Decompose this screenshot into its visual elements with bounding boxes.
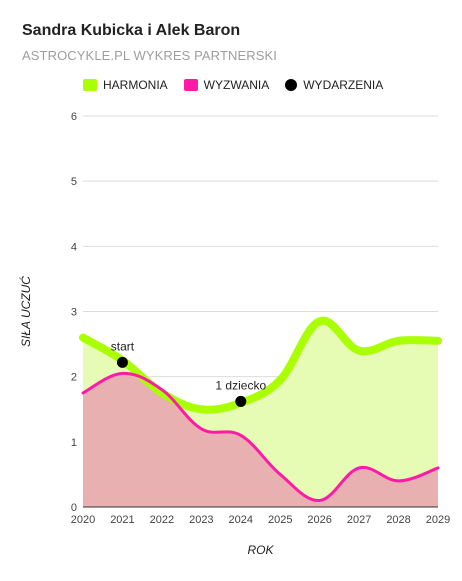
chart-legend: HARMONIA WYZWANIA WYDARZENIA — [83, 78, 399, 92]
event-marker-1 — [235, 395, 247, 407]
x-tick-label-2028: 2028 — [386, 514, 410, 526]
legend-item-wydarzenia[interactable]: WYDARZENIA — [285, 78, 383, 92]
chart-subtitle: ASTROCYKLE.PL WYKRES PARTNERSKI — [22, 48, 277, 63]
legend-item-wyzwania[interactable]: WYZWANIA — [183, 78, 270, 92]
y-tick-label-2: 2 — [71, 372, 77, 384]
event-label-0: start — [111, 339, 135, 353]
y-tick-label-5: 5 — [71, 176, 77, 188]
chart-title: Sandra Kubicka i Alek Baron — [22, 22, 241, 39]
x-tick-label-2026: 2026 — [307, 514, 331, 526]
y-tick-label-6: 6 — [71, 111, 77, 123]
y-tick-label-0: 0 — [71, 502, 77, 514]
y-tick-label-1: 1 — [71, 437, 77, 449]
legend-label-wydarzenia: WYDARZENIA — [303, 78, 384, 92]
legend-label-harmonia: HARMONIA — [103, 78, 168, 92]
x-tick-label-2021: 2021 — [110, 514, 134, 526]
y-tick-label-3: 3 — [71, 307, 77, 319]
y-axis-label: SIŁA UCZUĆ — [18, 276, 33, 347]
series-lines — [79, 316, 442, 502]
event-label-1: 1 dziecko — [215, 378, 266, 392]
x-tick-label-2024: 2024 — [229, 514, 253, 526]
wydarzenia-dot-icon — [285, 79, 298, 91]
x-tick-label-2025: 2025 — [268, 514, 292, 526]
legend-item-harmonia[interactable]: HARMONIA — [83, 78, 168, 92]
event-marker-0 — [116, 356, 128, 368]
x-tick-label-2022: 2022 — [150, 514, 174, 526]
wyzwania-swatch-icon — [183, 79, 198, 91]
wyzwania-area — [83, 373, 438, 507]
y-tick-label-4: 4 — [71, 241, 77, 253]
x-tick-label-2020: 2020 — [71, 514, 95, 526]
x-axis-label: ROK — [247, 543, 274, 557]
axes: 0 1 2 3 4 5 6 2020 2021 2022 2023 2024 2025 2026 2027 2… — [71, 111, 450, 526]
x-tick-label-2029: 2029 — [426, 514, 450, 526]
event-markers: start 1 dziecko — [111, 339, 266, 407]
x-tick-label-2027: 2027 — [347, 514, 371, 526]
legend-label-wyzwania: WYZWANIA — [203, 78, 270, 92]
wyzwania-line — [81, 371, 440, 502]
x-tick-label-2023: 2023 — [189, 514, 213, 526]
area-fills — [83, 320, 438, 507]
harmonia-swatch-icon — [83, 79, 97, 91]
